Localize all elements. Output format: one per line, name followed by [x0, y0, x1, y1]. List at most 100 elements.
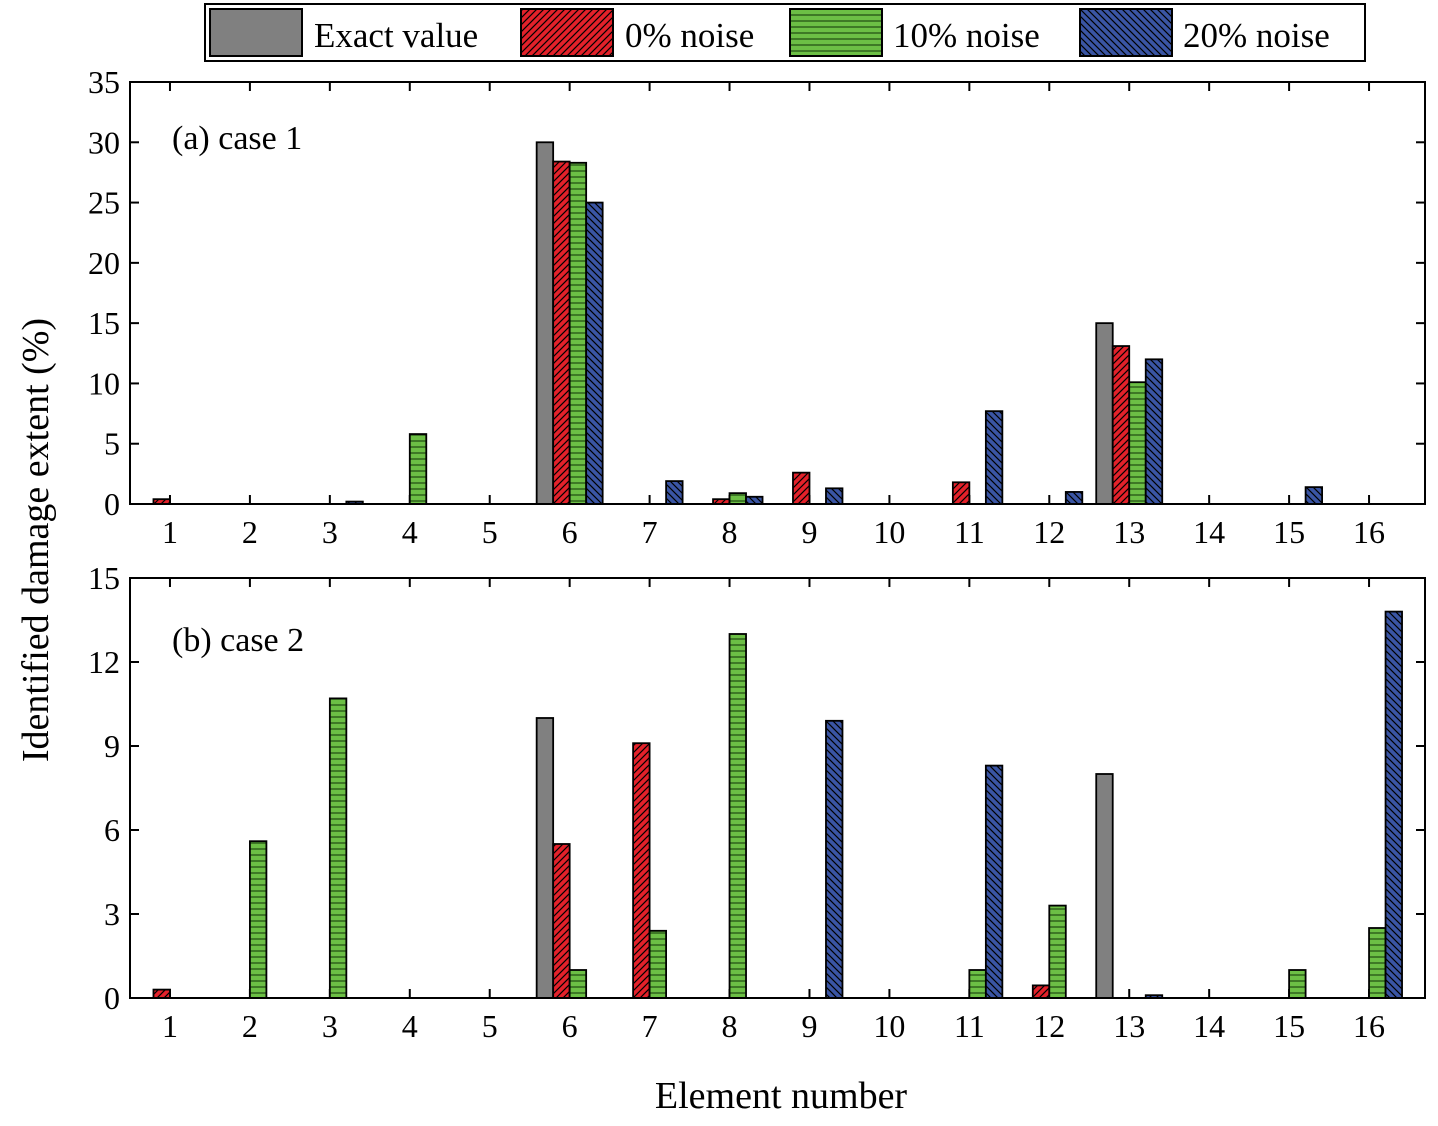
y-tick-label: 30 — [88, 124, 120, 160]
y-tick-label: 0 — [104, 980, 120, 1016]
bar-20pct-element-7 — [665, 480, 684, 505]
bar-20pct-element-15 — [1304, 486, 1324, 505]
x-tick-label: 8 — [722, 1008, 738, 1044]
x-tick-label: 10 — [873, 1008, 905, 1044]
bar-exact-element-6 — [535, 141, 555, 505]
x-tick-label: 9 — [801, 1008, 817, 1044]
x-tick-label: 13 — [1113, 1008, 1145, 1044]
bar-0pct-element-9 — [792, 471, 811, 505]
bar-20pct-element-8 — [745, 495, 764, 505]
legend-label-0pct: 0% noise — [625, 16, 754, 55]
x-tick-label: 3 — [322, 514, 338, 550]
bar-10pct-element-8 — [728, 492, 747, 505]
bar-10pct-element-8 — [728, 633, 747, 999]
x-tick-label: 14 — [1193, 1008, 1225, 1044]
y-tick-label: 12 — [88, 644, 120, 680]
x-tick-label: 6 — [562, 514, 578, 550]
bar-exact-element-13 — [1095, 322, 1114, 505]
bar-exact-element-6 — [535, 717, 555, 999]
bar-10pct-element-15 — [1288, 969, 1307, 999]
bar-10pct-element-16 — [1368, 927, 1387, 999]
y-axis-title: Identified damage extent (%) — [15, 318, 57, 762]
x-tick-label: 12 — [1033, 1008, 1065, 1044]
plot-frame — [129, 577, 1426, 999]
x-tick-label: 12 — [1033, 514, 1065, 550]
bar-10pct-element-4 — [408, 433, 428, 505]
x-tick-label: 3 — [322, 1008, 338, 1044]
legend-swatch-exact — [209, 8, 303, 57]
bar-20pct-element-13 — [1144, 358, 1164, 505]
bar-20pct-element-6 — [585, 201, 604, 505]
bar-0pct-element-6 — [552, 160, 571, 505]
y-tick-label: 5 — [104, 426, 120, 462]
x-tick-label: 13 — [1113, 514, 1145, 550]
y-tick-label: 35 — [88, 64, 120, 100]
legend-label-10pct: 10% noise — [893, 16, 1040, 55]
y-tick-label: 3 — [104, 896, 120, 932]
bar-20pct-element-16 — [1384, 610, 1403, 999]
x-axis-title: Element number — [655, 1075, 908, 1117]
x-tick-label: 7 — [642, 514, 658, 550]
bar-10pct-element-7 — [648, 929, 667, 999]
x-tick-label: 15 — [1273, 514, 1305, 550]
x-tick-label: 5 — [482, 1008, 498, 1044]
bar-0pct-element-1 — [152, 988, 171, 999]
x-tick-label: 5 — [482, 514, 498, 550]
plot-frame — [129, 81, 1426, 505]
x-tick-label: 11 — [954, 514, 985, 550]
panel-label-case-1: (a) case 1 — [172, 120, 302, 157]
x-tick-label: 4 — [402, 1008, 418, 1044]
x-tick-label: 10 — [873, 514, 905, 550]
x-tick-label: 1 — [162, 514, 178, 550]
bar-0pct-element-6 — [552, 843, 571, 999]
bar-10pct-element-6 — [568, 161, 588, 505]
y-tick-label: 10 — [88, 365, 120, 401]
legend-swatch-20pct — [1079, 8, 1173, 57]
bar-20pct-element-9 — [825, 719, 844, 999]
legend-label-exact: Exact value — [314, 16, 478, 55]
y-tick-label: 15 — [88, 305, 120, 341]
x-tick-label: 6 — [562, 1008, 578, 1044]
x-tick-label: 4 — [402, 514, 418, 550]
bar-0pct-element-7 — [632, 742, 651, 999]
y-tick-label: 25 — [88, 185, 120, 221]
x-tick-label: 2 — [242, 1008, 258, 1044]
legend: Exact value 0% noise 10% noise 20% noise — [204, 3, 1366, 62]
bar-10pct-element-2 — [249, 840, 268, 999]
legend-swatch-0pct — [520, 8, 614, 57]
legend-label-20pct: 20% noise — [1183, 16, 1330, 55]
bar-20pct-element-11 — [984, 410, 1004, 505]
bar-20pct-element-11 — [984, 764, 1004, 999]
bar-20pct-element-9 — [825, 487, 844, 505]
bar-10pct-element-11 — [968, 969, 987, 999]
x-tick-label: 8 — [722, 514, 738, 550]
x-tick-label: 1 — [162, 1008, 178, 1044]
bar-10pct-element-6 — [568, 969, 588, 999]
bar-exact-element-13 — [1095, 773, 1114, 999]
x-tick-label: 9 — [801, 514, 817, 550]
bar-0pct-element-13 — [1111, 345, 1131, 505]
bar-10pct-element-13 — [1128, 381, 1147, 505]
y-tick-label: 6 — [104, 812, 120, 848]
x-tick-label: 15 — [1273, 1008, 1305, 1044]
x-tick-label: 7 — [642, 1008, 658, 1044]
bar-0pct-element-12 — [1031, 984, 1051, 999]
x-tick-label: 14 — [1193, 514, 1225, 550]
y-tick-label: 9 — [104, 728, 120, 764]
bar-20pct-element-12 — [1064, 491, 1084, 505]
x-tick-label: 16 — [1353, 514, 1385, 550]
bar-10pct-element-3 — [328, 697, 348, 999]
bar-10pct-element-12 — [1048, 904, 1067, 999]
y-tick-label: 20 — [88, 245, 120, 281]
legend-swatch-10pct — [789, 8, 883, 57]
bar-0pct-element-11 — [951, 481, 971, 505]
x-tick-label: 16 — [1353, 1008, 1385, 1044]
panel-label-case-2: (b) case 2 — [172, 622, 304, 659]
y-tick-label: 0 — [104, 486, 120, 522]
x-tick-label: 11 — [954, 1008, 985, 1044]
x-tick-label: 2 — [242, 514, 258, 550]
y-tick-label: 15 — [88, 560, 120, 596]
